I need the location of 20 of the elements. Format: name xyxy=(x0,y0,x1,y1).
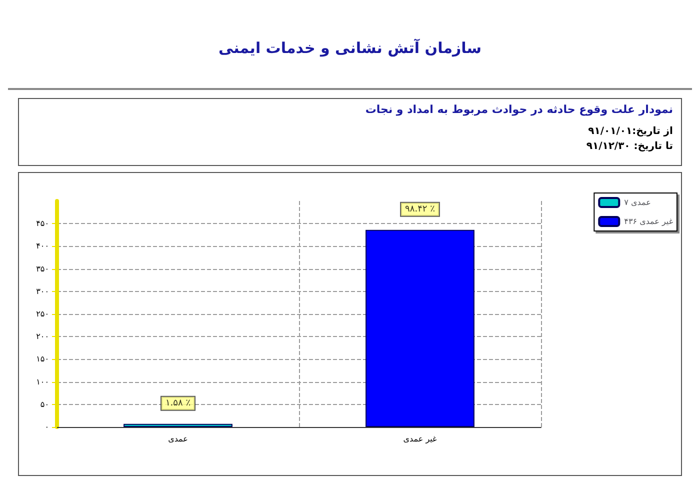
y-tick-label: ۱۵۰ xyxy=(36,354,49,364)
x-tick-label: عمدی xyxy=(168,434,188,444)
y-tick-label: ۵۰ xyxy=(40,400,49,409)
y-tick-label: ۱۰۰ xyxy=(36,377,49,386)
chart-subtitle: نمودار علت وقوع حادثه در حوادث مربوط به امداد و نجات xyxy=(364,103,673,116)
x-tick-label: غیر عمدی xyxy=(403,434,437,444)
y-tick-label: ۳۵۰ xyxy=(36,264,49,274)
y-tick-label: ۰ xyxy=(44,422,49,432)
y-tick-label: ۴۰۰ xyxy=(36,242,49,251)
annotation: ۹۸.۴۲ ٪ xyxy=(405,204,436,214)
legend-label: عمدی ۷ xyxy=(624,198,651,207)
y-tick-label: ۲۵۰ xyxy=(36,310,49,318)
y-tick-label: ۳۰۰ xyxy=(36,286,49,296)
annotation: ۱.۵۸ ٪ xyxy=(165,398,191,408)
y-tick-label: ۴۵۰ xyxy=(36,219,49,228)
chart-title: سازمان آتش نشانی و خدمات ایمنی xyxy=(218,39,482,57)
text: از تاریخ:۹۱/۰۱/۰۱ xyxy=(587,126,673,137)
legend-label: غیر عمدی ۴۳۶ xyxy=(624,217,674,226)
text: تا تاریخ: ۹۱/۱۲/۳۰ xyxy=(585,141,673,152)
y-tick-label: ۲۰۰ xyxy=(36,332,49,342)
